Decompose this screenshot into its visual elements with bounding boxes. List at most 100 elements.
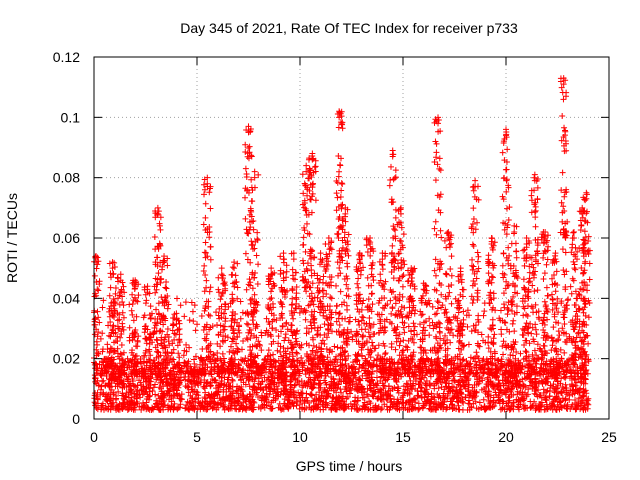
data-point — [345, 318, 352, 325]
data-point — [207, 379, 214, 386]
data-point — [337, 194, 344, 201]
data-point — [255, 394, 262, 401]
data-point — [338, 180, 345, 187]
data-point — [97, 335, 104, 342]
data-point — [231, 259, 238, 266]
data-point — [201, 191, 208, 198]
data-point — [311, 164, 318, 171]
data-point — [565, 296, 572, 303]
data-point — [120, 302, 127, 309]
data-point — [191, 302, 198, 309]
data-point — [316, 309, 323, 316]
data-point — [174, 295, 181, 302]
data-point — [469, 395, 476, 402]
data-point — [202, 272, 209, 279]
data-point — [546, 393, 553, 400]
data-point — [496, 380, 503, 387]
data-point — [251, 168, 258, 175]
data-point — [99, 378, 106, 385]
data-point — [396, 342, 403, 349]
data-point — [543, 358, 550, 365]
data-point — [451, 377, 458, 384]
data-point — [254, 229, 261, 236]
data-point — [360, 314, 367, 321]
data-point — [254, 281, 261, 288]
data-point — [278, 300, 285, 307]
data-point — [162, 284, 169, 291]
data-point — [283, 268, 290, 275]
data-point — [190, 318, 197, 325]
data-point — [465, 400, 472, 407]
data-point — [507, 388, 514, 395]
data-point — [388, 310, 395, 317]
data-point — [249, 198, 256, 205]
data-point — [106, 292, 113, 299]
data-point — [399, 283, 406, 290]
data-point — [278, 388, 285, 395]
data-point — [159, 266, 166, 273]
data-point — [251, 399, 258, 406]
data-point — [175, 350, 182, 357]
data-point — [274, 389, 281, 396]
data-point — [224, 334, 231, 341]
data-point — [561, 349, 568, 356]
data-point — [464, 307, 471, 314]
data-point — [126, 324, 133, 331]
data-point — [377, 271, 384, 278]
data-point — [327, 279, 334, 286]
data-point — [510, 391, 517, 398]
data-point — [258, 329, 265, 336]
data-point — [306, 400, 313, 407]
data-point — [307, 196, 314, 203]
data-point — [289, 266, 296, 273]
data-point — [329, 395, 336, 402]
data-point — [221, 300, 228, 307]
data-point — [387, 163, 394, 170]
data-point — [334, 194, 341, 201]
data-point — [303, 220, 310, 227]
data-point — [266, 391, 273, 398]
data-point — [229, 312, 236, 319]
data-point — [382, 350, 389, 357]
data-point — [428, 390, 435, 397]
data-point — [221, 406, 228, 413]
data-point — [194, 321, 201, 328]
data-point — [289, 295, 296, 302]
data-point — [177, 302, 184, 309]
data-point — [117, 334, 124, 341]
chart-title: Day 345 of 2021, Rate Of TEC Index for r… — [180, 20, 518, 36]
data-point — [107, 284, 114, 291]
data-point — [328, 295, 335, 302]
data-point — [374, 386, 381, 393]
data-point — [426, 381, 433, 388]
data-point — [99, 330, 106, 337]
data-point — [181, 374, 188, 381]
data-point — [164, 305, 171, 312]
data-point — [94, 308, 101, 315]
data-point — [114, 274, 121, 281]
data-point — [292, 269, 299, 276]
data-point — [111, 299, 118, 306]
data-point — [245, 321, 252, 328]
data-point — [186, 317, 193, 324]
data-point — [323, 313, 330, 320]
data-point — [175, 326, 182, 333]
data-point — [128, 307, 135, 314]
data-point — [385, 382, 392, 389]
data-point — [112, 284, 119, 291]
data-point — [200, 221, 207, 228]
data-point — [320, 273, 327, 280]
data-point — [339, 180, 346, 187]
data-point — [300, 241, 307, 248]
data-point — [247, 282, 254, 289]
data-point — [277, 349, 284, 356]
data-point — [242, 194, 249, 201]
data-point — [126, 337, 133, 344]
data-point — [150, 384, 157, 391]
data-point — [219, 350, 226, 357]
data-point — [402, 343, 409, 350]
data-point — [231, 265, 238, 272]
data-point — [303, 162, 310, 169]
data-point — [202, 389, 209, 396]
data-point — [415, 400, 422, 407]
